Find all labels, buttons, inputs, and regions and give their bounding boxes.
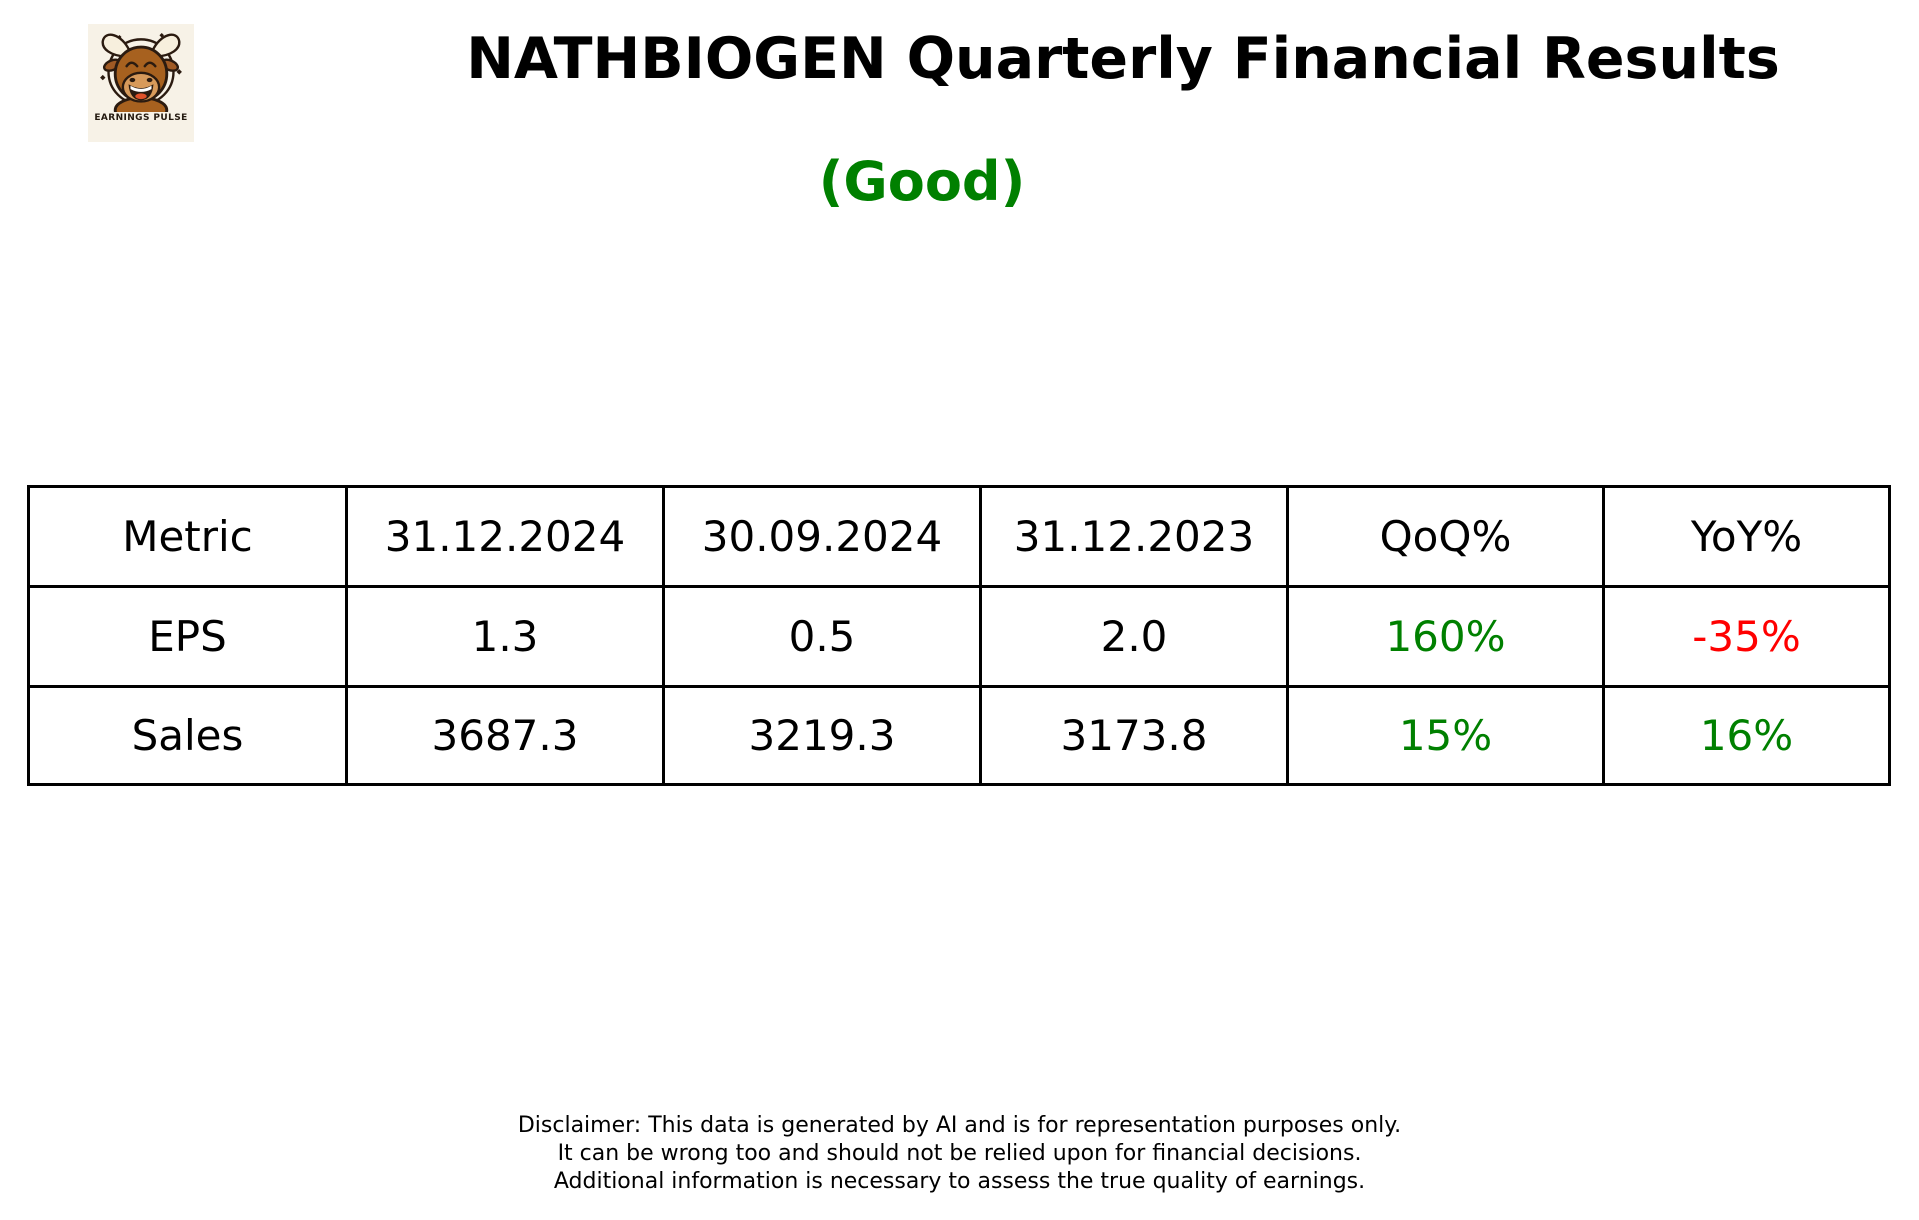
table-header-row: Metric 31.12.2024 30.09.2024 31.12.2023 …: [27, 485, 1891, 588]
disclaimer-line-2: It can be wrong too and should not be re…: [557, 1141, 1362, 1166]
yoy-cell: 16%: [1602, 685, 1891, 786]
disclaimer-line-3: Additional information is necessary to a…: [553, 1169, 1366, 1194]
value-cell: 2.0: [979, 585, 1289, 688]
metric-cell: EPS: [27, 585, 348, 688]
yoy-cell: -35%: [1602, 585, 1891, 688]
qoq-cell: 160%: [1286, 585, 1605, 688]
value-cell: 3173.8: [979, 685, 1289, 786]
disclaimer: Disclaimer: This data is generated by AI…: [0, 1112, 1919, 1196]
brand-name: EARNINGS PULSE: [94, 113, 188, 123]
column-header-q-current: 31.12.2024: [345, 485, 665, 588]
column-header-q-yearago: 31.12.2023: [979, 485, 1289, 588]
column-header-q-previous: 30.09.2024: [662, 485, 982, 588]
value-cell: 3219.3: [662, 685, 982, 786]
value-cell: 3687.3: [345, 685, 665, 786]
column-header-qoq: QoQ%: [1286, 485, 1605, 588]
table-row-sales: Sales 3687.3 3219.3 3173.8 15% 16%: [27, 685, 1891, 786]
bull-icon: [100, 32, 182, 112]
value-cell: 0.5: [662, 585, 982, 688]
table-row-eps: EPS 1.3 0.5 2.0 160% -35%: [27, 585, 1891, 688]
column-header-yoy: YoY%: [1602, 485, 1891, 588]
brand-logo: EARNINGS PULSE: [88, 24, 194, 142]
disclaimer-line-1: Disclaimer: This data is generated by AI…: [517, 1113, 1402, 1138]
value-cell: 1.3: [345, 585, 665, 688]
column-header-metric: Metric: [27, 485, 348, 588]
qoq-cell: 15%: [1286, 685, 1605, 786]
results-table: Metric 31.12.2024 30.09.2024 31.12.2023 …: [27, 485, 1891, 786]
page-title: NATHBIOGEN Quarterly Financial Results: [466, 26, 1780, 92]
verdict-badge: (Good): [818, 150, 1026, 213]
metric-cell: Sales: [27, 685, 348, 786]
